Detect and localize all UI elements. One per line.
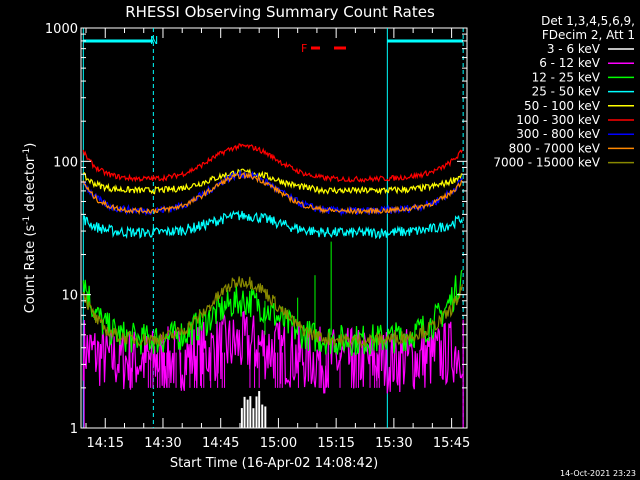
y-tick-label: 1000 — [45, 22, 78, 37]
y-tick-label: 1 — [70, 422, 78, 437]
y-axis-label-main: Count Rate (s — [23, 225, 38, 314]
series-group — [82, 143, 464, 428]
legend-label: 12 - 25 keV — [532, 70, 601, 84]
legend-label: 50 - 100 keV — [524, 99, 601, 113]
x-tick-label: 15:30 — [375, 436, 412, 451]
x-tick-label: 15:15 — [317, 436, 354, 451]
series-line — [82, 170, 463, 217]
y-axis-label-sup2: -1 — [22, 148, 32, 157]
axes: 1 10 100 1000 14:15 14:30 14:45 15:00 15:15 15:30… — [45, 22, 470, 451]
legend-label: 800 - 7000 keV — [509, 141, 601, 155]
saa-label: N — [150, 34, 158, 47]
flare-label: F — [301, 42, 307, 55]
legend-header-line-1: Det 1,3,4,5,6,9, — [541, 14, 635, 28]
series-line — [82, 210, 463, 240]
plot-frame — [80, 27, 468, 429]
legend-label: 3 - 6 keV — [547, 42, 601, 56]
y-tick-label: 10 — [61, 289, 78, 304]
legend-label: 6 - 12 keV — [539, 56, 601, 70]
legend-header-line-2: FDecim 2, Att 1 — [542, 28, 635, 42]
legend: Det 1,3,4,5,6,9, FDecim 2, Att 1 3 - 6 k… — [493, 14, 635, 170]
legend-label: 25 - 50 keV — [532, 85, 601, 99]
chart-title: RHESSI Observing Summary Count Rates — [125, 3, 435, 21]
series-line — [82, 310, 463, 394]
x-tick-label: 15:45 — [433, 436, 470, 451]
legend-label: 300 - 800 keV — [516, 127, 600, 141]
legend-label: 7000 - 15000 keV — [493, 156, 600, 170]
y-axis-label-end: ) — [23, 143, 38, 148]
x-tick-label: 15:00 — [260, 436, 297, 451]
x-axis-label: Start Time (16-Apr-02 14:08:42) — [170, 456, 378, 471]
series-line — [82, 143, 463, 183]
y-axis-label-mid: detector — [23, 156, 38, 216]
series-line — [82, 171, 463, 216]
legend-label: 100 - 300 keV — [516, 113, 600, 127]
x-tick-label: 14:15 — [87, 436, 124, 451]
plot-area — [82, 28, 464, 428]
series-line — [82, 269, 463, 357]
y-axis-label: Count Rate (s-1 detector-1) — [22, 143, 38, 314]
x-tick-label: 14:45 — [202, 436, 239, 451]
series-line — [82, 276, 463, 349]
generation-timestamp: 14-Oct-2021 23:23 — [560, 469, 636, 478]
y-axis-label-sup1: -1 — [22, 216, 32, 225]
x-tick-label: 14:30 — [144, 436, 181, 451]
y-tick-label: 100 — [53, 155, 78, 170]
series-line — [82, 168, 463, 196]
